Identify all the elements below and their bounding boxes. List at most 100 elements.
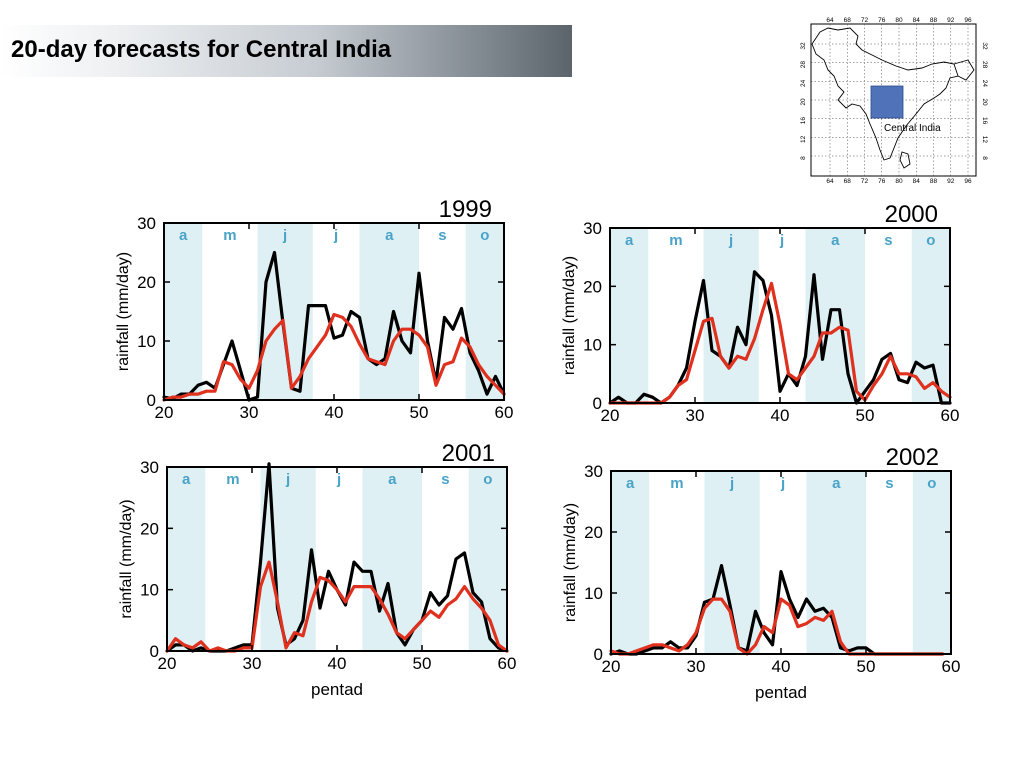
x-tick-label: 60 — [941, 406, 960, 425]
map-lon-tick-label: 76 — [878, 17, 886, 24]
month-label: j — [333, 227, 338, 244]
month-band — [610, 228, 649, 403]
map-lon-tick-label: 64 — [826, 17, 834, 24]
y-tick-label: 10 — [140, 581, 159, 600]
map-lon-tick-label: 84 — [913, 17, 921, 24]
y-axis-label: rainfall (mm/day) — [115, 252, 132, 371]
x-tick-label: 40 — [772, 657, 791, 676]
month-band — [468, 467, 507, 651]
month-label: j — [780, 475, 785, 492]
month-band — [465, 223, 504, 400]
month-label: a — [831, 232, 840, 249]
map-lon-tick-label: 88 — [930, 178, 938, 185]
map-lon-tick-label: 96 — [964, 178, 972, 185]
chart-title: 1999 — [439, 196, 492, 223]
chart-title: 2001 — [442, 440, 495, 467]
x-tick-label: 50 — [410, 403, 429, 422]
map-lat-tick-label: 24 — [800, 79, 807, 87]
month-label: a — [179, 227, 188, 244]
month-label: a — [626, 475, 635, 492]
month-label: s — [885, 475, 893, 492]
map-lat-tick-label: 8 — [981, 156, 988, 160]
chart-2001: a m j j a s o 20 30 40 50 60 0 10 20 30 2001 rainfall (mm… — [118, 440, 517, 699]
x-tick-label: 20 — [602, 657, 621, 676]
northeast-outline — [953, 59, 975, 81]
x-tick-label: 50 — [413, 654, 432, 673]
month-bands — [611, 471, 951, 654]
month-label: m — [223, 227, 236, 244]
observed-series-line — [608, 270, 952, 405]
x-tick-label: 40 — [328, 654, 347, 673]
map-lon-tick-label: 92 — [947, 17, 955, 24]
map-lat-tick-label: 28 — [800, 61, 807, 69]
map-lat-tick-label: 32 — [800, 42, 807, 50]
month-label: j — [779, 232, 784, 249]
x-tick-label: 30 — [687, 657, 706, 676]
x-tick-label: 40 — [325, 403, 344, 422]
y-tick-label: 0 — [593, 394, 602, 413]
x-tick-label: 30 — [243, 654, 262, 673]
observed-series-line — [162, 250, 506, 402]
chart-title: 2002 — [886, 444, 939, 471]
y-tick-label: 20 — [584, 523, 603, 542]
y-tick-label: 0 — [150, 642, 159, 661]
y-tick-label: 20 — [137, 273, 156, 292]
title-banner: 20-day forecasts for Central India — [0, 25, 572, 77]
map-lon-tick-label: 92 — [947, 178, 955, 185]
month-label: a — [385, 227, 394, 244]
x-tick-label: 60 — [498, 654, 517, 673]
y-tick-label: 30 — [584, 462, 603, 481]
month-band — [359, 223, 419, 400]
map-lon-tick-label: 76 — [878, 178, 886, 185]
central-india-box — [870, 85, 904, 119]
map-lat-tick-label: 8 — [800, 156, 807, 160]
map-lon-tick-label: 68 — [844, 178, 852, 185]
month-label: j — [282, 227, 287, 244]
x-tick-label: 20 — [158, 654, 177, 673]
month-label: j — [336, 471, 341, 488]
map-lon-tick-label: 68 — [844, 17, 852, 24]
forecast-series-line — [608, 281, 952, 405]
map-lat-tick-label: 12 — [800, 135, 807, 143]
month-label: m — [670, 475, 683, 492]
y-axis-label: rainfall (mm/day) — [561, 256, 578, 375]
map-lat-tick-label: 28 — [981, 61, 988, 69]
map-lon-tick-label: 88 — [930, 17, 938, 24]
india-map-inset: 64 68 72 76 80 84 88 92 96 64 68 72 76 80 84 88 92 96 32… — [800, 17, 988, 185]
observed-series-line — [165, 462, 509, 653]
map-lat-ticks-left: 32 28 24 20 16 12 8 — [800, 42, 807, 160]
month-band — [611, 471, 650, 654]
y-axis-label: rainfall (mm/day) — [118, 499, 135, 618]
map-lon-tick-label: 96 — [964, 17, 972, 24]
month-bands — [610, 228, 950, 403]
plot-frame — [163, 222, 505, 401]
x-tick-label: 50 — [856, 406, 875, 425]
x-tick-label: 60 — [942, 657, 961, 676]
month-label: a — [832, 475, 841, 492]
month-band — [167, 467, 206, 651]
y-tick-label: 0 — [594, 645, 603, 664]
month-band — [164, 223, 203, 400]
y-axis-label: rainfall (mm/day) — [562, 503, 579, 622]
month-bands — [164, 223, 504, 400]
chart-title: 2000 — [885, 201, 938, 228]
map-lon-tick-label: 84 — [913, 178, 921, 185]
month-label: j — [729, 475, 734, 492]
y-tick-label: 10 — [137, 332, 156, 351]
chart-2000: a m j j a s o 20 30 40 50 60 0 10 20 30 2000 rainfall (mm… — [561, 201, 960, 425]
month-label: j — [285, 471, 290, 488]
month-label: o — [483, 471, 492, 488]
x-tick-label: 20 — [155, 403, 174, 422]
month-label: o — [926, 232, 935, 249]
plot-frame — [610, 470, 952, 655]
chart-2002: a m j j a s o 20 30 40 50 60 0 10 20 30 2002 rainfall (mm… — [562, 444, 961, 702]
map-lon-tick-label: 64 — [826, 178, 834, 185]
y-tick-label: 20 — [140, 519, 159, 538]
india-outline — [811, 27, 959, 161]
month-label: m — [226, 471, 239, 488]
x-tick-label: 50 — [857, 657, 876, 676]
forecast-series-line — [165, 560, 509, 653]
map-lat-tick-label: 12 — [981, 136, 988, 144]
y-tick-label: 0 — [147, 391, 156, 410]
map-lat-tick-label: 16 — [800, 117, 807, 125]
